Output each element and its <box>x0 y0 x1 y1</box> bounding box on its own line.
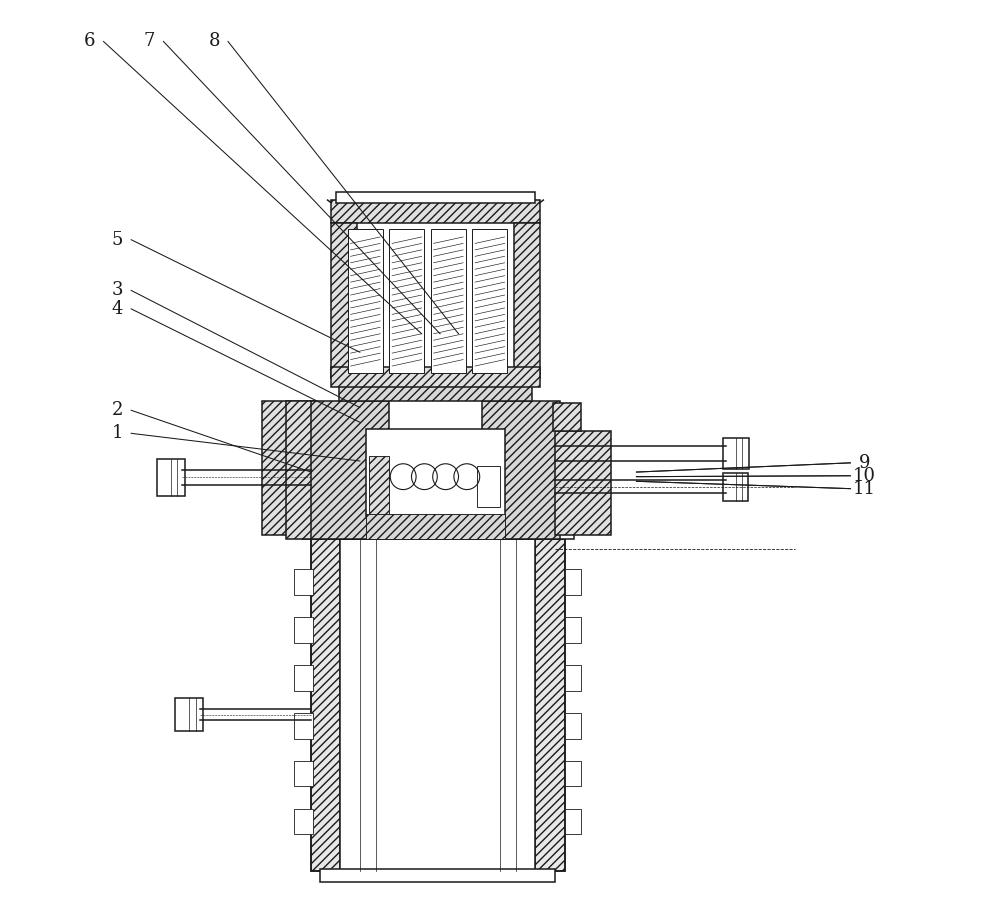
Bar <box>477 466 500 507</box>
Bar <box>336 192 535 203</box>
Bar <box>262 401 316 535</box>
Bar <box>553 404 581 431</box>
Bar <box>294 713 313 739</box>
Bar <box>482 401 560 539</box>
Bar <box>389 229 424 373</box>
Bar <box>348 229 383 373</box>
Text: 5: 5 <box>112 230 123 249</box>
Text: 7: 7 <box>144 32 155 51</box>
Bar <box>431 229 466 373</box>
Bar <box>294 569 313 595</box>
Bar <box>555 431 611 535</box>
Bar <box>723 438 749 469</box>
Bar <box>472 229 507 373</box>
Bar <box>366 514 505 539</box>
Bar <box>294 761 313 786</box>
Bar <box>565 809 581 834</box>
Text: 3: 3 <box>112 281 123 300</box>
Bar <box>302 516 574 539</box>
Bar <box>175 698 203 731</box>
Bar <box>348 229 383 373</box>
Bar <box>723 473 748 501</box>
Text: 8: 8 <box>208 32 220 51</box>
Bar <box>157 459 185 496</box>
Text: 4: 4 <box>112 300 123 318</box>
Text: 2: 2 <box>112 401 123 420</box>
Bar <box>311 539 340 871</box>
Text: 10: 10 <box>853 467 876 485</box>
Bar <box>331 367 540 387</box>
Bar <box>535 539 565 871</box>
Bar <box>331 223 357 378</box>
Bar <box>565 665 581 691</box>
Bar <box>311 401 389 539</box>
Bar <box>331 200 540 223</box>
Text: 11: 11 <box>853 479 876 498</box>
Bar <box>389 229 424 373</box>
Bar <box>366 429 505 516</box>
Bar <box>339 378 532 401</box>
Bar <box>565 617 581 643</box>
Text: 6: 6 <box>84 32 95 51</box>
Bar <box>369 456 389 516</box>
Bar <box>565 713 581 739</box>
Bar <box>294 665 313 691</box>
Bar <box>294 809 313 834</box>
Bar <box>320 869 555 882</box>
Bar <box>311 539 565 871</box>
Bar <box>565 569 581 595</box>
Bar <box>340 539 535 871</box>
Bar <box>565 761 581 786</box>
Text: 1: 1 <box>112 424 123 443</box>
Bar <box>431 229 466 373</box>
Bar <box>472 229 507 373</box>
Text: 9: 9 <box>858 454 870 472</box>
Bar <box>294 617 313 643</box>
Bar <box>514 223 540 378</box>
Bar <box>286 401 314 539</box>
